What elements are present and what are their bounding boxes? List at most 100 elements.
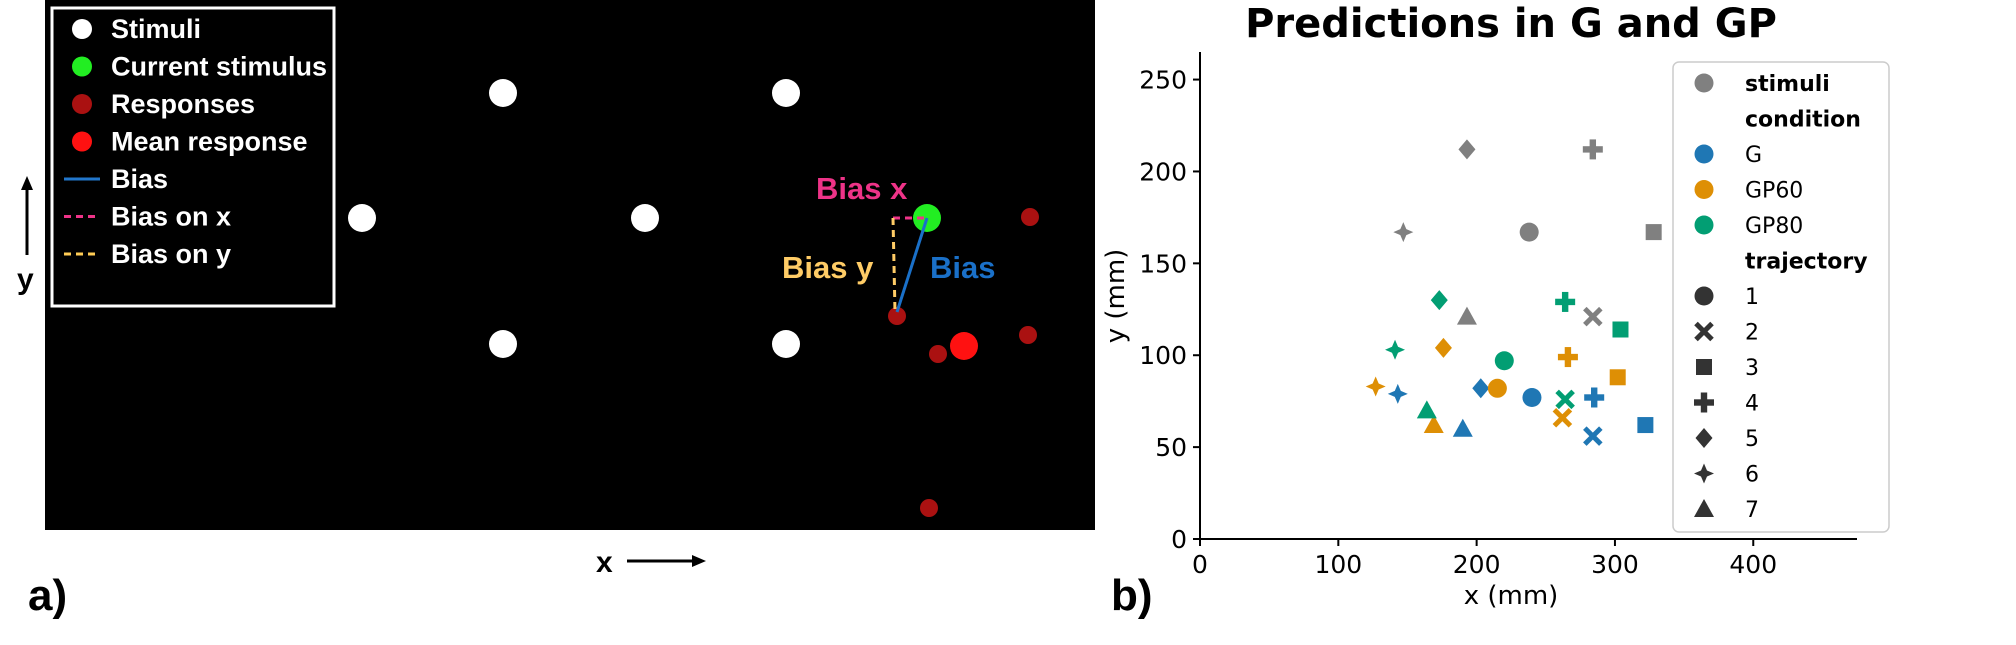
response-dot: [1019, 326, 1037, 344]
legend-dot-icon: [72, 131, 92, 152]
panel-b-legend-label: GP60: [1745, 179, 1803, 204]
x-tick-label: 300: [1591, 550, 1639, 579]
panel-a-legend-item: Bias on x: [64, 202, 231, 232]
panel-b-legend-item: 4: [1694, 392, 1759, 417]
response-dot: [920, 499, 938, 517]
x-tick-label: 200: [1453, 550, 1501, 579]
stimulus-dot: [489, 79, 517, 107]
legend-circle-icon: [1694, 215, 1714, 235]
data-point-g-traj-2: [1583, 426, 1603, 446]
panel-b-legend-item: GP80: [1694, 214, 1803, 239]
panel-a-legend-label: Responses: [111, 89, 255, 119]
y-tick-label: 0: [1171, 525, 1187, 554]
panel-a-legend-item: Stimuli: [72, 14, 201, 44]
panel-a-legend-item: Bias: [64, 164, 168, 194]
response-dot: [1021, 208, 1039, 226]
legend-star4-icon: [1694, 463, 1714, 484]
legend-x-icon: [1694, 321, 1714, 342]
chart-title: Predictions in G and GP: [1245, 1, 1777, 47]
panel-a-legend-label: Bias on y: [111, 239, 231, 269]
panel-b-legend-label: 5: [1745, 427, 1759, 452]
stimuli-dots: [348, 79, 800, 358]
legend-diamond-icon: [1695, 428, 1713, 448]
y-tick-label: 100: [1139, 341, 1187, 370]
panel-b: b) Predictions in G and GP 0 100 200 300 400…: [1101, 1, 1890, 620]
panel-b-legend-item: G: [1694, 143, 1762, 168]
y-arrow-icon: [21, 176, 33, 190]
data-point-g-traj-1: [1522, 387, 1542, 407]
data-point-g-traj-3: [1637, 417, 1654, 434]
legend-header: condition: [1745, 108, 1861, 133]
data-point-gp80-traj-7: [1416, 400, 1437, 419]
data-point-stimuli-traj-1: [1519, 222, 1539, 242]
panel-b-legend-item: stimuli: [1694, 72, 1830, 97]
data-point-g-traj-4: [1584, 387, 1605, 408]
panel-b-legend-box: [1672, 61, 1890, 533]
bias-line: [895, 217, 929, 313]
legend-dot-icon: [72, 94, 92, 114]
y-axis-label: y (mm): [1101, 249, 1131, 344]
x-arrow-icon: [692, 555, 706, 567]
panel-a-legend-label: Bias on x: [111, 202, 231, 232]
stimulus-dot: [348, 204, 376, 232]
legend-circle-icon: [1694, 73, 1714, 93]
x-tick-label: 100: [1314, 550, 1362, 579]
panel-a-legend-label: Stimuli: [111, 14, 201, 44]
data-point-g-traj-7: [1452, 418, 1473, 437]
x-axis-label: x (mm): [1464, 581, 1559, 611]
panel-a-legend-box: [50, 6, 336, 308]
stimulus-dot: [772, 79, 800, 107]
y-tick-label: 200: [1139, 157, 1187, 186]
response-dot: [929, 345, 947, 363]
panel-b-legend-item: 5: [1695, 427, 1759, 452]
bias-y-annotation: Bias y: [782, 250, 874, 285]
data-point-gp60-traj-7: [1423, 415, 1444, 434]
data-point-g-traj-6: [1387, 383, 1408, 404]
data-point-stimuli-traj-4: [1582, 139, 1603, 160]
bias-y-line: [891, 217, 897, 313]
panel-b-legend-item: 6: [1694, 463, 1759, 488]
panel-b-legend-label: 4: [1745, 392, 1759, 417]
x-tick-label: 400: [1729, 550, 1777, 579]
y-tick-label: 250: [1139, 66, 1187, 95]
response-dot: [888, 307, 906, 325]
plot-points: [1365, 139, 1662, 446]
legend-header: trajectory: [1745, 250, 1868, 275]
legend-circle-icon: [1694, 144, 1714, 164]
y-tick-label: 150: [1139, 249, 1187, 278]
data-point-stimuli-traj-7: [1456, 306, 1477, 325]
stimulus-dot: [631, 204, 659, 232]
panel-b-label: b): [1111, 571, 1153, 620]
data-point-gp80-traj-5: [1430, 290, 1448, 311]
bias-annotation: Bias: [930, 250, 995, 285]
panel-b-legend-label: GP80: [1745, 214, 1803, 239]
data-point-gp80-traj-4: [1555, 291, 1576, 312]
plot-axes: 0 100 200 300 400 0 50 100 150 200 250: [1139, 52, 1857, 579]
legend-circle-icon: [1694, 180, 1714, 199]
panel-b-legend-item: 2: [1694, 321, 1759, 346]
data-point-gp60-traj-2: [1552, 407, 1573, 428]
bias-x-annotation: Bias x: [816, 171, 908, 206]
data-point-gp80-traj-3: [1612, 321, 1629, 338]
panel-a-legend: Stimuli Current stimulus Responses Mean res…: [50, 6, 336, 308]
data-point-gp60-traj-4: [1557, 347, 1578, 368]
panel-a-legend-label: Current stimulus: [111, 52, 327, 82]
stimulus-dot: [772, 330, 800, 358]
legend-plus-icon: [1694, 392, 1714, 413]
panel-a-legend-item: Current stimulus: [72, 52, 327, 82]
panel-b-legend-label: 3: [1745, 356, 1759, 381]
data-point-gp60-traj-6: [1365, 376, 1386, 397]
panel-b-legend-item: 7: [1694, 498, 1759, 523]
panel-b-legend: stimuli condition G GP60 GP80 trajectory 1 2 3 4 5…: [1672, 61, 1890, 533]
mean-response-dot: [950, 332, 978, 360]
panel-a-legend-label: Bias: [111, 164, 168, 194]
legend-square-icon: [1696, 359, 1712, 375]
panel-b-legend-item: 1: [1694, 285, 1759, 310]
data-point-gp60-traj-5: [1434, 337, 1452, 358]
data-point-stimuli-traj-6: [1393, 222, 1414, 243]
panel-a-legend-item: Mean response: [72, 127, 308, 157]
panel-b-legend-item: GP60: [1694, 179, 1803, 204]
legend-dot-icon: [72, 56, 92, 77]
response-dots: [888, 208, 1039, 517]
